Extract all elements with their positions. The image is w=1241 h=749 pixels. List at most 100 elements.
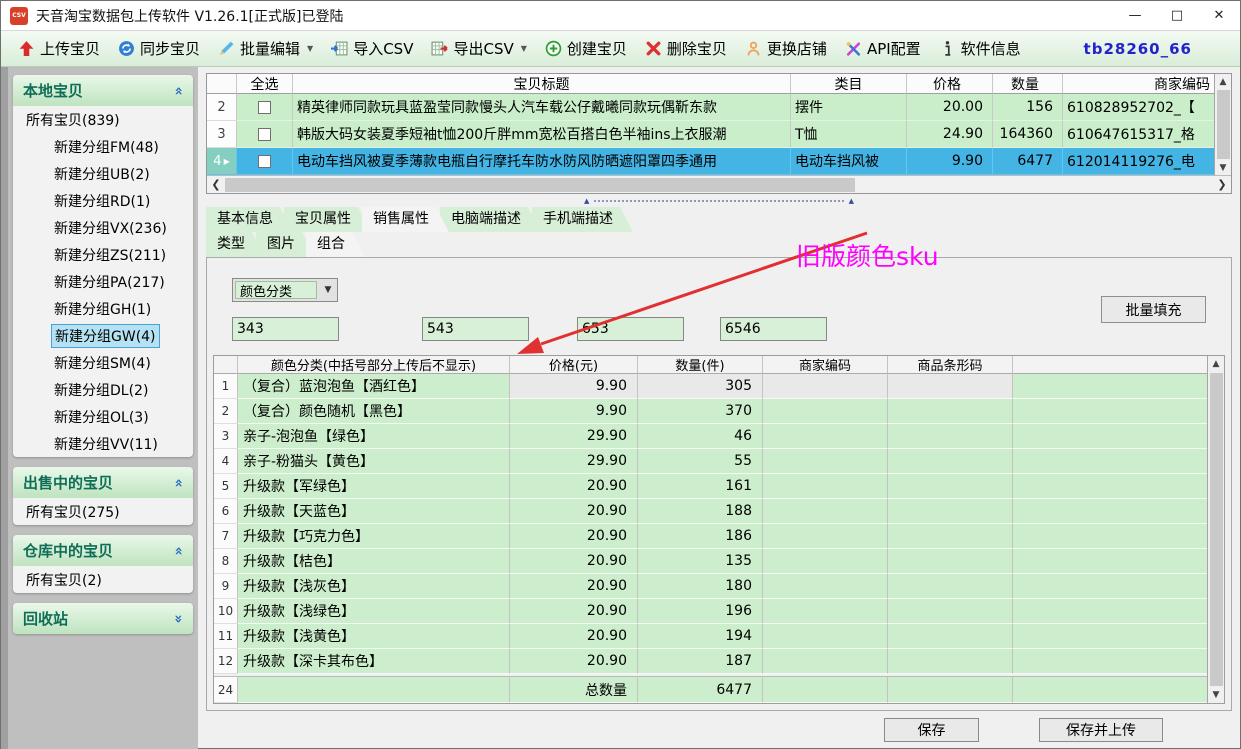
item-title[interactable]: 电动车挡风被夏季薄款电瓶自行摩托车防水防风防晒遮阳罩四季通用 [293, 148, 791, 175]
tab-images[interactable]: 图片 [256, 232, 315, 257]
sku-name-cell[interactable]: 亲子-粉猫头【黄色】 [238, 449, 510, 474]
panel-header-local[interactable]: 本地宝贝 « [13, 75, 193, 106]
select-all-header[interactable]: 全选 [237, 74, 293, 94]
sku-name-cell[interactable]: 升级款【巧克力色】 [238, 524, 510, 549]
panel-header-warehouse[interactable]: 仓库中的宝贝 « [13, 535, 193, 566]
sidebar-item-group-vx[interactable]: 新建分组VX(236) [54, 220, 167, 237]
sku-price-cell[interactable]: 9.90 [510, 374, 638, 399]
category-column-header[interactable]: 类目 [791, 74, 907, 94]
sku-barcode-cell[interactable] [888, 399, 1013, 424]
sidebar-item-group-fm[interactable]: 新建分组FM(48) [54, 139, 159, 156]
title-column-header[interactable]: 宝贝标题 [293, 74, 791, 94]
expand-chevron-icon[interactable]: « [170, 613, 187, 624]
row-checkbox[interactable] [258, 100, 271, 114]
sidebar-item-group-zs[interactable]: 新建分组ZS(211) [54, 247, 167, 264]
sku-row[interactable]: 7 升级款【巧克力色】 20.90 186 [214, 524, 1207, 549]
sidebar-item-group-dl[interactable]: 新建分组DL(2) [54, 382, 149, 399]
scroll-up-icon[interactable]: ▲ [1219, 76, 1227, 87]
sku-barcode-cell[interactable] [888, 574, 1013, 599]
tab-sales-attributes[interactable]: 销售属性 [362, 207, 449, 232]
sidebar-item-all-warehouse[interactable]: 所有宝贝(2) [26, 572, 102, 589]
item-row[interactable]: 2 精英律师同款玩具蓝盈莹同款慢头人汽车载公仔戴曦同款玩偶靳东款 摆件 20.0… [207, 94, 1214, 121]
scroll-up-icon[interactable]: ▲ [1212, 359, 1220, 369]
pane-splitter[interactable]: ▲ ▲ [206, 194, 1232, 207]
sku-row[interactable]: 1 （复合）蓝泡泡鱼【酒红色】 9.90 305 [214, 374, 1207, 399]
sku-qty-cell[interactable]: 135 [638, 549, 763, 574]
sku-price-cell[interactable]: 9.90 [510, 399, 638, 424]
sku-name-cell[interactable]: 升级款【浅灰色】 [238, 574, 510, 599]
sku-qty-cell[interactable]: 194 [638, 624, 763, 649]
sku-barcode-cell[interactable] [888, 474, 1013, 499]
sku-barcode-cell[interactable] [888, 649, 1013, 674]
sidebar-item-group-vv[interactable]: 新建分组VV(11) [54, 436, 158, 453]
scrollbar-thumb[interactable] [1209, 373, 1223, 686]
sku-input-2[interactable] [422, 317, 529, 341]
chevron-down-icon[interactable]: ▼ [307, 44, 314, 53]
sidebar-item-group-sm[interactable]: 新建分组SM(4) [54, 355, 151, 372]
sku-qty-column-header[interactable]: 数量(件) [638, 356, 763, 374]
sku-qty-cell[interactable]: 187 [638, 649, 763, 674]
chevron-down-icon[interactable]: ▼ [520, 44, 527, 53]
sku-price-cell[interactable]: 29.90 [510, 449, 638, 474]
item-title[interactable]: 精英律师同款玩具蓝盈莹同款慢头人汽车载公仔戴曦同款玩偶靳东款 [293, 94, 791, 121]
item-category[interactable]: T恤 [791, 121, 907, 148]
sku-input-4[interactable] [720, 317, 827, 341]
scrollbar-thumb[interactable] [225, 177, 855, 192]
panel-header-recycle[interactable]: 回收站 « [13, 603, 193, 634]
sku-qty-cell[interactable]: 305 [638, 374, 763, 399]
sku-qty-cell[interactable]: 188 [638, 499, 763, 524]
tab-basic-info[interactable]: 基本信息 [206, 207, 293, 232]
scroll-right-icon[interactable]: ❯ [1217, 178, 1227, 191]
tab-combination[interactable]: 组合 [306, 232, 365, 257]
item-code[interactable]: 610828952702_【 [1063, 94, 1214, 121]
upload-item-button[interactable]: 上传宝贝 [11, 35, 107, 62]
sku-barcode-column-header[interactable]: 商品条形码 [888, 356, 1013, 374]
sku-code-cell[interactable] [763, 649, 888, 674]
code-column-header[interactable]: 商家编码 [1063, 74, 1214, 94]
import-csv-button[interactable]: 导入CSV [324, 35, 420, 62]
sidebar-item-group-rd[interactable]: 新建分组RD(1) [54, 193, 151, 210]
scrollbar-thumb[interactable] [1216, 90, 1230, 159]
row-number-header[interactable] [207, 74, 237, 94]
items-grid-horizontal-scrollbar[interactable]: ❮ ❯ [207, 175, 1231, 193]
batch-edit-button[interactable]: 批量编辑 ▼ [211, 35, 320, 62]
sku-input-1[interactable] [232, 317, 339, 341]
panel-header-selling[interactable]: 出售中的宝贝 « [13, 467, 193, 498]
sku-qty-cell[interactable]: 196 [638, 599, 763, 624]
sku-name-cell[interactable]: 升级款【桔色】 [238, 549, 510, 574]
tab-pc-description[interactable]: 电脑端描述 [440, 207, 541, 232]
item-qty[interactable]: 156 [993, 94, 1063, 121]
sku-name-cell[interactable]: 升级款【军绿色】 [238, 474, 510, 499]
item-price[interactable]: 9.90 [907, 148, 993, 175]
sku-barcode-cell[interactable] [888, 624, 1013, 649]
item-row[interactable]: 3 韩版大码女装夏季短袖t恤200斤胖mm宽松百搭白色半袖ins上衣服潮 T恤 … [207, 121, 1214, 148]
bulk-fill-button[interactable]: 批量填充 [1101, 296, 1206, 323]
tab-item-attributes[interactable]: 宝贝属性 [284, 207, 371, 232]
sku-barcode-cell[interactable] [888, 449, 1013, 474]
sku-price-cell[interactable]: 20.90 [510, 474, 638, 499]
sku-name-cell[interactable]: 升级款【天蓝色】 [238, 499, 510, 524]
sku-row[interactable]: 5 升级款【军绿色】 20.90 161 [214, 474, 1207, 499]
item-code[interactable]: 610647615317_格 [1063, 121, 1214, 148]
sku-qty-cell[interactable]: 46 [638, 424, 763, 449]
sidebar-item-group-ol[interactable]: 新建分组OL(3) [54, 409, 149, 426]
price-column-header[interactable]: 价格 [907, 74, 993, 94]
sku-code-cell[interactable] [763, 499, 888, 524]
sku-qty-cell[interactable]: 161 [638, 474, 763, 499]
sku-qty-cell[interactable]: 186 [638, 524, 763, 549]
minimize-button[interactable]: — [1128, 8, 1142, 23]
sku-barcode-cell[interactable] [888, 549, 1013, 574]
sku-name-cell[interactable]: 升级款【浅黄色】 [238, 624, 510, 649]
sku-code-cell[interactable] [763, 399, 888, 424]
collapse-chevron-icon[interactable]: « [170, 545, 187, 556]
sidebar-item-group-ub[interactable]: 新建分组UB(2) [54, 166, 150, 183]
sidebar-item-group-pa[interactable]: 新建分组PA(217) [54, 274, 165, 291]
sku-code-cell[interactable] [763, 474, 888, 499]
sku-qty-cell[interactable]: 370 [638, 399, 763, 424]
sku-price-cell[interactable]: 20.90 [510, 574, 638, 599]
sku-row[interactable]: 11 升级款【浅黄色】 20.90 194 [214, 624, 1207, 649]
sku-name-cell[interactable]: 亲子-泡泡鱼【绿色】 [238, 424, 510, 449]
sku-barcode-cell[interactable] [888, 599, 1013, 624]
row-checkbox[interactable] [258, 154, 271, 168]
sku-row[interactable]: 9 升级款【浅灰色】 20.90 180 [214, 574, 1207, 599]
